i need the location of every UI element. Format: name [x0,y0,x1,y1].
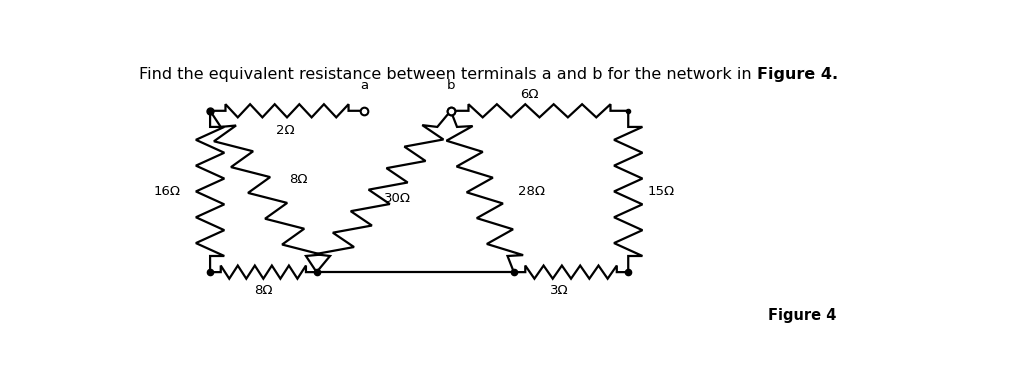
Text: b: b [447,79,455,92]
Text: 6Ω: 6Ω [520,88,539,101]
Text: Figure 4.: Figure 4. [756,68,838,83]
Text: 28Ω: 28Ω [518,185,545,198]
Text: 30Ω: 30Ω [384,192,410,205]
Text: 8Ω: 8Ω [254,284,273,296]
Text: 15Ω: 15Ω [648,185,675,198]
Text: 8Ω: 8Ω [289,173,307,186]
Text: Find the equivalent resistance between terminals a and b for the network in: Find the equivalent resistance between t… [139,68,756,83]
Text: a: a [360,79,367,92]
Text: 2Ω: 2Ω [276,124,294,137]
Text: 16Ω: 16Ω [154,185,181,198]
Text: 3Ω: 3Ω [551,284,569,296]
Text: Figure 4: Figure 4 [768,308,836,323]
